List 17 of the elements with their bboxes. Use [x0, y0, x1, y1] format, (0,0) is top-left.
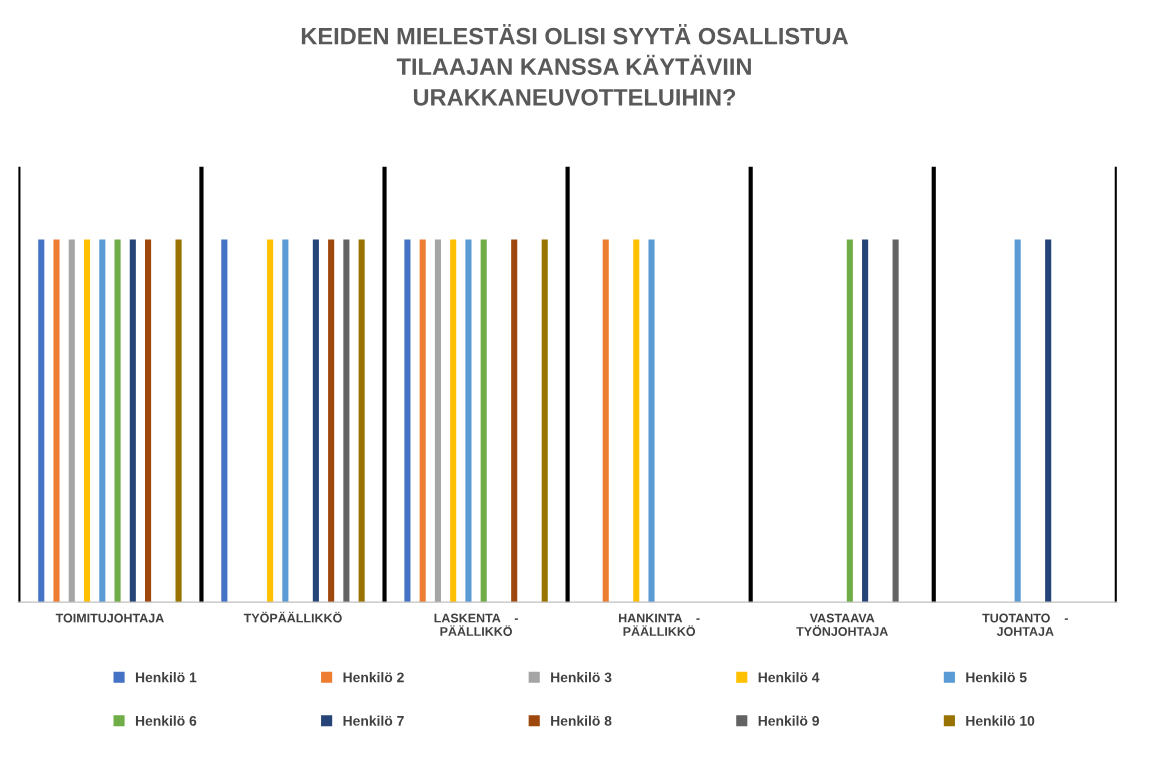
legend-label: Henkilö 2	[343, 672, 404, 683]
legend-label: Henkilö 10	[966, 715, 1035, 726]
x-tick-label: HANKINTA - PÄÄLLIKKÖ	[619, 613, 700, 636]
chart-title: KEIDEN MIELESTÄSI OLISI SYYTÄ OSALLISTUA TILAAJAN KANSSA KÄYTÄVIIN URAKKANEUVOTTELUIHIN?	[301, 24, 849, 106]
legend-label: Henkilö 3	[551, 672, 612, 683]
legend-label: Henkilö 6	[135, 715, 197, 726]
legend-label: Henkilö 1	[135, 672, 197, 683]
x-tick-label: TOIMITUJOHTAJA	[55, 613, 164, 623]
x-tick-label: LASKENTA - PÄÄLLIKKÖ	[434, 613, 518, 636]
legend-label: Henkilö 7	[343, 715, 404, 726]
legend-label: Henkilö 8	[551, 715, 612, 726]
x-tick-label: TYÖPÄÄLLIKKÖ	[243, 611, 342, 623]
x-tick-label: TUOTANTO - JOHTAJA	[982, 613, 1068, 636]
legend-label: Henkilö 4	[758, 672, 820, 683]
legend-label: Henkilö 5	[966, 672, 1027, 683]
x-tick-label: VASTAAVA TYÖNJOHTAJA	[796, 613, 888, 636]
legend-label: Henkilö 9	[758, 715, 819, 726]
